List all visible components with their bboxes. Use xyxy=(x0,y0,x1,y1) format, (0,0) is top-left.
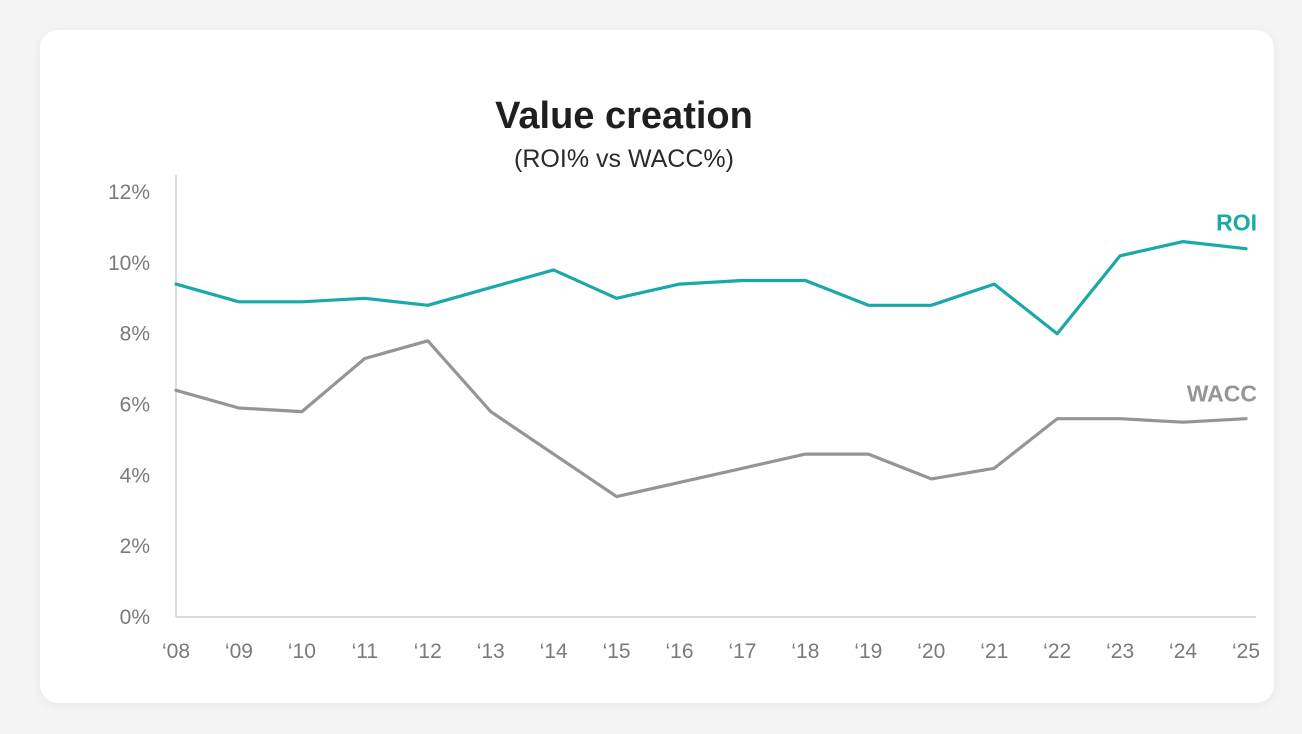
y-tick-label: 0% xyxy=(120,606,150,629)
y-tick-label: 10% xyxy=(108,252,150,275)
x-tick-label: ‘10 xyxy=(288,640,316,663)
x-tick-label: ‘21 xyxy=(980,640,1008,663)
x-tick-label: ‘08 xyxy=(162,640,190,663)
x-tick-label: ‘13 xyxy=(477,640,505,663)
x-tick-label: ‘20 xyxy=(917,640,945,663)
chart-title: Value creation xyxy=(495,95,753,137)
x-tick-label: ‘11 xyxy=(352,640,378,663)
x-tick-label: ‘17 xyxy=(728,640,756,663)
x-tick-label: ‘22 xyxy=(1043,640,1071,663)
x-tick-label: ‘19 xyxy=(854,640,882,663)
series-labels: ROI WACC xyxy=(1187,210,1257,407)
x-tick-label: ‘25 xyxy=(1232,640,1260,663)
x-tick-label: ‘09 xyxy=(225,640,253,663)
y-tick-label: 12% xyxy=(108,181,150,204)
series-lines xyxy=(174,240,1248,499)
series-label-wacc: WACC xyxy=(1187,381,1257,407)
x-tick-label: ‘18 xyxy=(791,640,819,663)
x-tick-label: ‘24 xyxy=(1169,640,1197,663)
y-tick-label: 8% xyxy=(120,323,150,346)
series-line-roi xyxy=(174,240,1248,336)
x-tick-label: ‘12 xyxy=(414,640,442,663)
chart-subtitle: (ROI% vs WACC%) xyxy=(514,145,734,173)
x-tick-label: ‘14 xyxy=(540,640,568,663)
series-label-roi: ROI xyxy=(1216,210,1257,236)
y-tick-label: 6% xyxy=(120,394,150,417)
x-tick-label: ‘15 xyxy=(603,640,631,663)
x-tick-label: ‘23 xyxy=(1106,640,1134,663)
y-tick-label: 4% xyxy=(120,464,150,487)
chart-card xyxy=(40,30,1274,703)
axes xyxy=(175,175,1256,618)
y-tick-label: 2% xyxy=(120,535,150,558)
x-tick-label: ‘16 xyxy=(666,640,694,663)
tick-labels: 0% 2% 4% 6% 8% 10% 12% ‘08 ‘09 ‘10 ‘11 ‘12 ‘13 ‘14 ‘15… xyxy=(108,181,1260,663)
series-line-wacc xyxy=(174,339,1248,499)
